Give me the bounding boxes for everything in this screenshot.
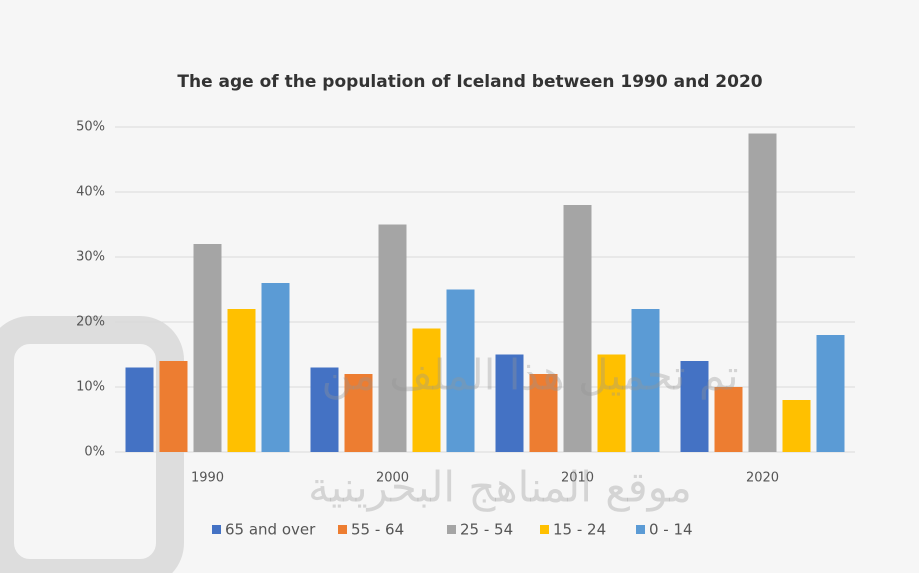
x-tick-label: 1990 <box>191 471 224 486</box>
bar <box>816 335 845 452</box>
bar <box>714 387 743 452</box>
bar <box>378 224 407 452</box>
bar <box>597 354 626 452</box>
legend-label: 0 - 14 <box>649 521 693 539</box>
watermark: موقع المناهج البحرينية <box>308 463 692 513</box>
bar <box>159 361 188 452</box>
y-tick-label: 50% <box>76 120 105 135</box>
legend-label: 55 - 64 <box>351 521 404 539</box>
bar <box>227 309 256 452</box>
bar <box>446 289 475 452</box>
y-tick-label: 20% <box>76 315 105 330</box>
bar <box>680 361 709 452</box>
bar <box>193 244 222 452</box>
bar <box>529 374 558 452</box>
x-tick-label: 2010 <box>561 471 594 486</box>
bar <box>782 400 811 452</box>
y-tick-label: 10% <box>76 380 105 395</box>
legend-label: 65 and over <box>225 521 316 539</box>
y-tick-label: 0% <box>84 445 105 460</box>
plot: 0% 10% 20% 30% 40% 50% 1990 2000 2010 2020 <box>76 120 855 486</box>
legend-swatch <box>636 525 645 534</box>
x-tick-label: 2000 <box>376 471 409 486</box>
bar <box>748 133 777 452</box>
x-tick-label: 2020 <box>746 471 779 486</box>
y-tick-label: 30% <box>76 250 105 265</box>
bar <box>412 328 441 452</box>
legend-swatch <box>540 525 549 534</box>
legend-swatch <box>447 525 456 534</box>
bar <box>344 374 373 452</box>
bar <box>631 309 660 452</box>
bar <box>563 205 592 452</box>
y-tick-label: 40% <box>76 185 105 200</box>
legend-swatch <box>338 525 347 534</box>
legend-label: 15 - 24 <box>553 521 606 539</box>
legend-label: 25 - 54 <box>460 521 513 539</box>
chart-title: The age of the population of Iceland bet… <box>177 72 762 92</box>
bar <box>495 354 524 452</box>
watermark: تم تحميل هذا الملف من <box>321 351 738 401</box>
legend-swatch <box>212 525 221 534</box>
bar <box>261 283 290 452</box>
bar <box>125 367 154 452</box>
bar <box>310 367 339 452</box>
